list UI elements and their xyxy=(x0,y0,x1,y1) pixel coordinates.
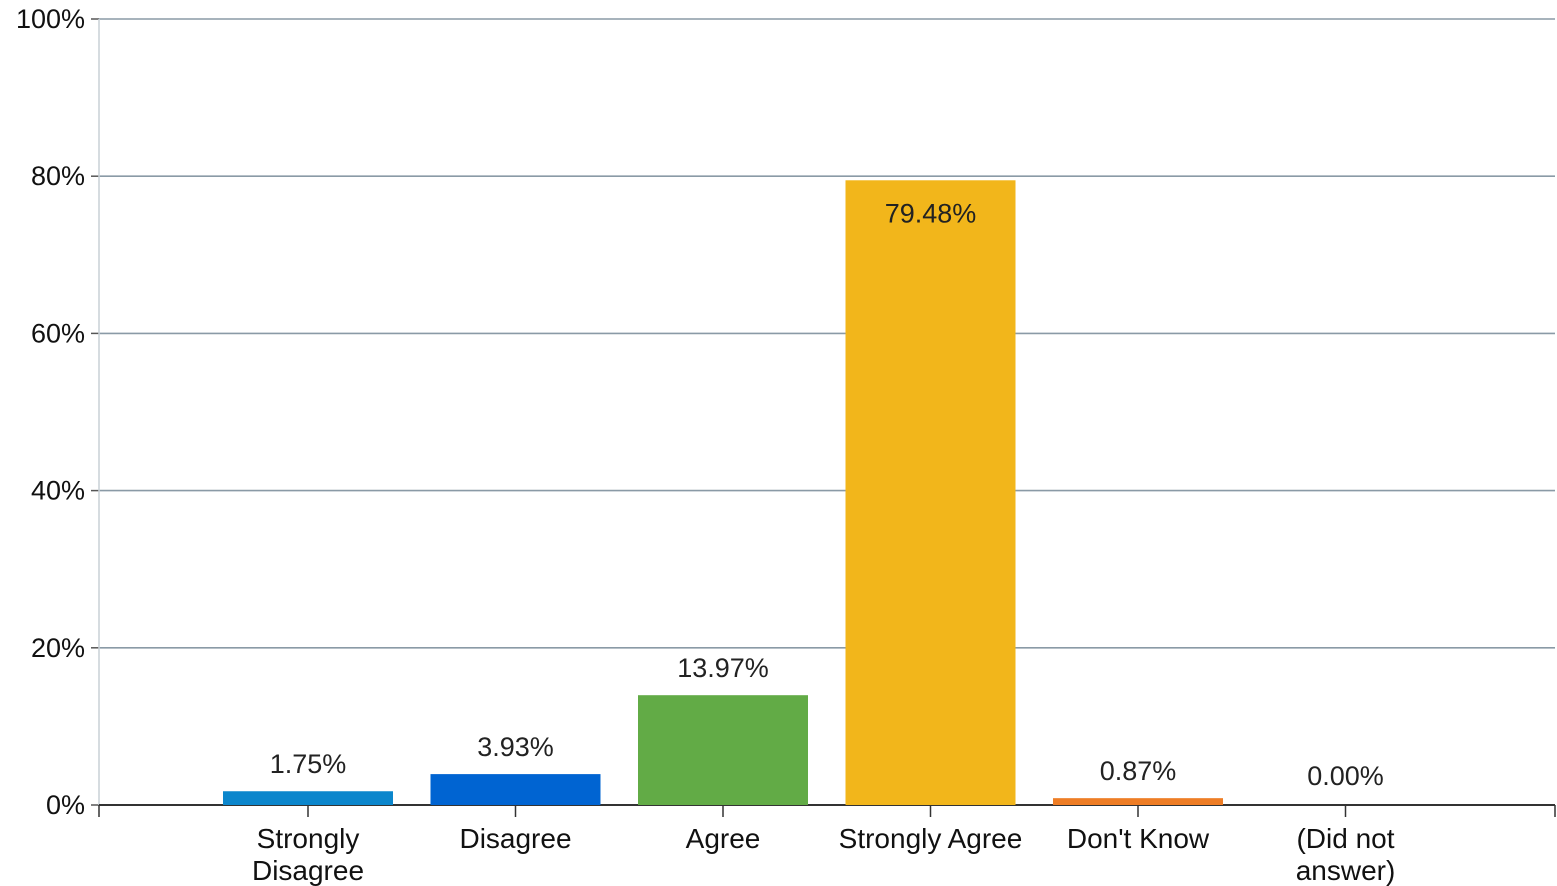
category-label-0-line-1: Disagree xyxy=(252,855,364,886)
data-label-2: 13.97% xyxy=(677,653,769,683)
bars xyxy=(223,180,1223,805)
y-tick-label-20: 20% xyxy=(31,633,85,663)
y-tick-label-60: 60% xyxy=(31,318,85,348)
bar-1 xyxy=(430,774,601,805)
category-label-2: Agree xyxy=(686,823,761,854)
category-label-5-line-1: answer) xyxy=(1296,855,1396,886)
data-label-5: 0.00% xyxy=(1307,761,1384,791)
y-tick-label-0: 0% xyxy=(46,790,85,820)
category-label-0-line-0: Strongly xyxy=(257,823,360,854)
y-tick-label-80: 80% xyxy=(31,161,85,191)
category-label-0: Strongly Disagree xyxy=(252,823,364,886)
gridlines xyxy=(99,18,1555,649)
data-labels: 1.75% 3.93% 13.97% 79.48% 0.87% 0.00% xyxy=(270,198,1384,791)
bar-3 xyxy=(845,180,1016,805)
y-tick-label-40: 40% xyxy=(31,476,85,506)
data-label-1: 3.93% xyxy=(477,732,554,762)
category-label-3: Strongly Agree xyxy=(839,823,1023,854)
axes xyxy=(91,18,1556,817)
data-label-3: 79.48% xyxy=(885,198,977,228)
y-tick-label-100: 100% xyxy=(16,4,85,34)
bar-4 xyxy=(1053,798,1223,805)
category-label-1-line-0: Disagree xyxy=(459,823,571,854)
category-label-5: (Did not answer) xyxy=(1296,823,1396,886)
category-label-2-line-0: Agree xyxy=(686,823,761,854)
data-label-4: 0.87% xyxy=(1100,756,1177,786)
category-label-4-line-0: Don't Know xyxy=(1067,823,1210,854)
bar-0 xyxy=(223,791,393,805)
data-label-0: 1.75% xyxy=(270,749,347,779)
category-label-4: Don't Know xyxy=(1067,823,1210,854)
bar-2 xyxy=(638,695,808,805)
y-axis-tick-labels: 0% 20% 40% 60% 80% 100% xyxy=(16,4,85,820)
category-label-3-line-0: Strongly Agree xyxy=(839,823,1023,854)
category-label-5-line-0: (Did not xyxy=(1296,823,1394,854)
category-label-1: Disagree xyxy=(459,823,571,854)
